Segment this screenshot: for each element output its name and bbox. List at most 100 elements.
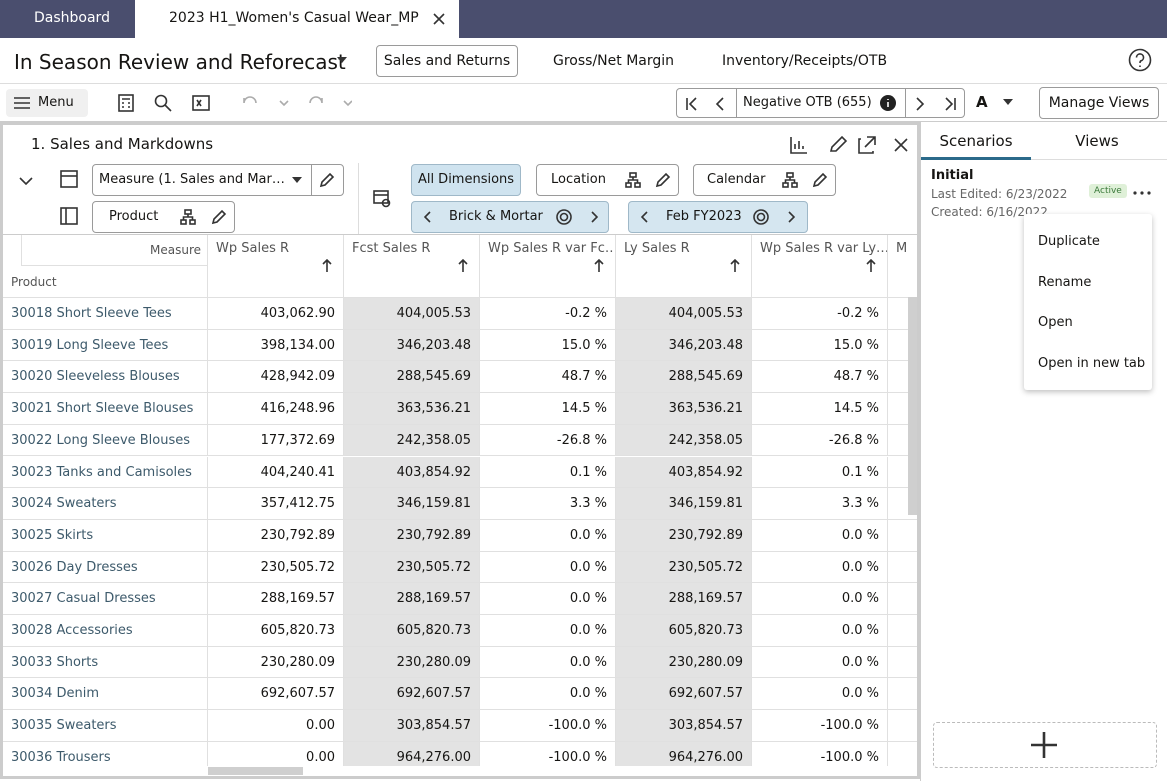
data-cell[interactable]: 14.5 % — [480, 393, 616, 425]
data-cell[interactable]: 0.1 % — [752, 456, 888, 489]
data-cell[interactable]: -0.2 % — [752, 298, 888, 330]
sort-icon[interactable] — [458, 259, 468, 273]
nav-tab[interactable]: Inventory/Receipts/OTB — [722, 53, 888, 69]
row-header[interactable]: 30036 Trousers — [3, 741, 208, 766]
data-cell[interactable]: 404,005.53 — [344, 298, 480, 330]
data-cell[interactable]: -100.0 % — [480, 710, 616, 742]
close-icon[interactable] — [433, 13, 445, 25]
manage-views[interactable]: Manage Views — [1039, 87, 1159, 119]
data-cell[interactable]: 15.0 % — [480, 329, 616, 362]
dropdown-icon[interactable] — [337, 57, 347, 63]
data-cell[interactable]: 964,276.00 — [344, 741, 480, 766]
target-icon[interactable] — [556, 209, 572, 225]
target-icon[interactable] — [753, 209, 769, 225]
data-cell[interactable]: 0.0 % — [752, 519, 888, 552]
data-cell[interactable]: 346,203.48 — [616, 329, 752, 362]
dropdown-icon[interactable] — [1003, 99, 1013, 105]
data-cell[interactable]: 230,505.72 — [616, 551, 752, 584]
row-header[interactable]: 30027 Casual Dresses — [3, 583, 208, 615]
row-header[interactable]: 30026 Day Dresses — [3, 551, 208, 584]
data-cell[interactable]: 230,280.09 — [344, 646, 480, 679]
data-cell[interactable]: 346,203.48 — [344, 329, 480, 362]
location-dimension[interactable]: Location — [536, 164, 679, 196]
data-cell[interactable]: 242,358.05 — [616, 424, 752, 457]
menu-item[interactable]: Duplicate — [1038, 234, 1100, 249]
row-header[interactable]: 30021 Short Sleeve Blouses — [3, 393, 208, 425]
calc-icon[interactable] — [118, 94, 134, 112]
last-icon[interactable] — [943, 97, 957, 111]
data-cell[interactable]: 692,607.57 — [208, 678, 344, 711]
side-tab[interactable]: Scenarios — [921, 122, 1031, 160]
data-cell[interactable]: 288,545.69 — [616, 361, 752, 394]
data-cell[interactable]: 288,169.57 — [208, 583, 344, 615]
more-icon[interactable] — [1133, 191, 1151, 195]
data-cell[interactable]: 15.0 % — [752, 329, 888, 362]
row-header[interactable]: 30035 Sweaters — [3, 710, 208, 742]
menu-item[interactable]: Rename — [1038, 275, 1092, 290]
edit-icon[interactable] — [211, 209, 227, 225]
collapse-icon[interactable] — [19, 177, 33, 185]
data-cell[interactable]: 964,276.00 — [616, 741, 752, 766]
row-header[interactable]: 30020 Sleeveless Blouses — [3, 361, 208, 394]
prev-icon[interactable] — [641, 211, 649, 223]
calendar-dimension[interactable]: Calendar — [693, 164, 836, 196]
side-tab[interactable]: Views — [1075, 132, 1119, 150]
data-cell[interactable]: 230,505.72 — [344, 551, 480, 584]
data-cell[interactable]: 0.1 % — [480, 456, 616, 489]
data-cell[interactable]: 357,412.75 — [208, 488, 344, 520]
column-header[interactable]: Wp Sales R var Ly… — [752, 235, 888, 298]
data-cell[interactable]: -26.8 % — [752, 424, 888, 457]
search-icon[interactable] — [154, 94, 172, 112]
panel-actions[interactable] — [789, 135, 917, 155]
data-cell[interactable]: 605,820.73 — [208, 615, 344, 647]
data-cell[interactable]: 0.0 % — [752, 551, 888, 584]
data-cell[interactable]: -100.0 % — [752, 741, 888, 766]
add-scenario[interactable] — [933, 722, 1157, 768]
tab[interactable]: Dashboard — [34, 10, 110, 26]
data-cell[interactable]: 0.0 % — [480, 519, 616, 552]
data-cell[interactable]: 404,005.53 — [616, 298, 752, 330]
data-cell[interactable]: 428,942.09 — [208, 361, 344, 394]
font-size[interactable]: A — [976, 93, 988, 111]
help-icon[interactable] — [1128, 48, 1152, 72]
data-cell[interactable]: 346,159.81 — [616, 488, 752, 520]
active-tab[interactable]: 2023 H1_Women's Casual Wear_MP — [135, 0, 459, 38]
data-cell[interactable]: 230,792.89 — [616, 519, 752, 552]
edit-icon[interactable] — [655, 172, 671, 188]
data-cell[interactable]: 242,358.05 — [344, 424, 480, 457]
data-cell[interactable]: 3.3 % — [480, 488, 616, 520]
row-header[interactable]: 30025 Skirts — [3, 519, 208, 552]
data-cell[interactable]: 230,280.09 — [208, 646, 344, 679]
sort-icon[interactable] — [594, 259, 604, 273]
row-header[interactable]: 30023 Tanks and Camisoles — [3, 456, 208, 489]
data-cell[interactable]: 303,854.57 — [344, 710, 480, 742]
next-icon[interactable] — [915, 97, 925, 111]
info-icon[interactable] — [879, 94, 897, 112]
location-member[interactable]: Brick & Mortar — [411, 201, 609, 233]
data-cell[interactable]: -100.0 % — [480, 741, 616, 766]
row-header[interactable]: 30019 Long Sleeve Tees — [3, 329, 208, 362]
data-cell[interactable]: 0.00 — [208, 741, 344, 766]
data-cell[interactable]: 0.0 % — [752, 646, 888, 679]
data-cell[interactable]: 177,372.69 — [208, 424, 344, 457]
layout-icon[interactable] — [60, 207, 78, 225]
menu-button[interactable]: Menu — [6, 89, 88, 117]
data-cell[interactable]: 230,505.72 — [208, 551, 344, 584]
data-cell[interactable]: 303,854.57 — [616, 710, 752, 742]
prev-icon[interactable] — [424, 211, 432, 223]
pivot-icon[interactable] — [373, 190, 391, 208]
edit-icon[interactable] — [319, 172, 335, 188]
data-cell[interactable]: 404,240.41 — [208, 456, 344, 489]
menu-item[interactable]: Open — [1038, 315, 1073, 330]
data-cell[interactable]: 3.3 % — [752, 488, 888, 520]
data-cell[interactable]: 0.0 % — [480, 615, 616, 647]
menu-item[interactable]: Open in new tab — [1038, 356, 1146, 371]
data-cell[interactable]: 0.0 % — [480, 646, 616, 679]
column-header[interactable]: Ly Sales R — [616, 235, 752, 298]
layout-icon[interactable] — [60, 170, 78, 188]
product-dimension[interactable]: Product — [92, 201, 235, 233]
scrollbar[interactable] — [208, 767, 303, 775]
data-cell[interactable]: 0.0 % — [480, 551, 616, 584]
column-header[interactable]: Fcst Sales R — [344, 235, 480, 298]
data-cell[interactable]: 14.5 % — [752, 393, 888, 425]
